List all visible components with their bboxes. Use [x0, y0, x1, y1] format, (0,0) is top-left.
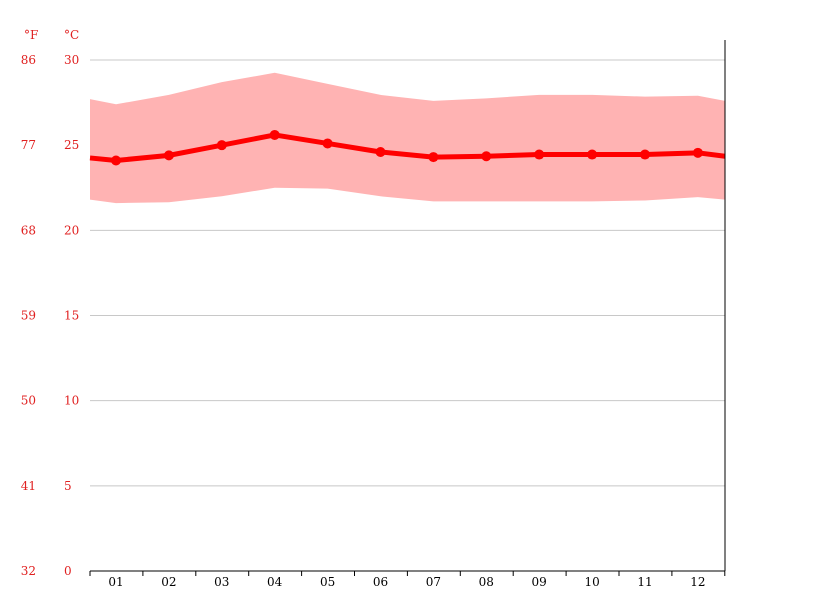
- y-tick-label-c: 0: [64, 564, 72, 578]
- y-tick-label-c: 10: [64, 394, 79, 408]
- data-point: [375, 146, 386, 157]
- data-point: [322, 138, 333, 149]
- y-tick-label-f: 59: [21, 309, 36, 323]
- x-tick-label: 07: [426, 575, 441, 589]
- y-tick-label-f: 32: [21, 564, 36, 578]
- data-point: [640, 149, 650, 160]
- y-tick-label-f: 41: [21, 479, 36, 493]
- x-tick-label: 05: [320, 575, 335, 589]
- x-tick-label: 11: [637, 575, 652, 589]
- data-point: [534, 149, 545, 160]
- x-tick-label: 09: [532, 575, 547, 589]
- unit-label-c: °C: [64, 28, 79, 42]
- x-tick-label: 01: [108, 575, 123, 589]
- y-tick-label-c: 25: [64, 138, 79, 152]
- data-point: [111, 155, 121, 166]
- x-tick-label: 02: [161, 575, 176, 589]
- x-tick-label: 03: [214, 575, 229, 589]
- y-tick-label-f: 86: [21, 53, 36, 67]
- data-point: [587, 149, 598, 160]
- data-point: [692, 147, 703, 158]
- y-tick-label-c: 5: [64, 479, 72, 493]
- y-tick-label-c: 30: [64, 53, 79, 67]
- x-tick-label: 10: [584, 575, 599, 589]
- data-point: [269, 129, 280, 140]
- x-tick-label: 04: [267, 575, 283, 589]
- x-tick-label: 12: [690, 575, 705, 589]
- y-tick-label-c: 15: [64, 309, 79, 323]
- x-tick-label: 08: [479, 575, 494, 589]
- data-point: [428, 152, 439, 163]
- data-point: [163, 150, 174, 161]
- y-tick-label-c: 20: [64, 223, 79, 237]
- y-tick-label-f: 50: [21, 394, 36, 408]
- data-point: [216, 140, 227, 151]
- mean-temperature-line: [89, 132, 726, 163]
- unit-label-f: °F: [24, 28, 38, 42]
- x-tick-label: 06: [373, 575, 388, 589]
- y-tick-label-f: 68: [21, 223, 36, 237]
- temperature-range-band: [90, 72, 725, 204]
- y-tick-label-f: 77: [21, 138, 36, 152]
- data-point: [481, 151, 492, 162]
